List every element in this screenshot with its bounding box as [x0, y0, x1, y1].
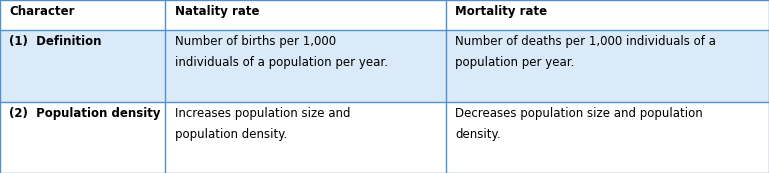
Text: Number of deaths per 1,000 individuals of a
population per year.: Number of deaths per 1,000 individuals o…: [455, 35, 716, 70]
Bar: [165, 102, 446, 173]
Bar: [0, 102, 165, 173]
Bar: [446, 102, 769, 173]
Bar: [165, 0, 446, 30]
Text: Natality rate: Natality rate: [175, 5, 259, 18]
Text: (1)  Definition: (1) Definition: [9, 35, 102, 48]
Text: Number of births per 1,000
individuals of a population per year.: Number of births per 1,000 individuals o…: [175, 35, 388, 70]
Bar: [0, 0, 165, 30]
Text: (2)  Population density: (2) Population density: [9, 107, 161, 120]
Bar: [446, 30, 769, 102]
Text: Decreases population size and population
density.: Decreases population size and population…: [455, 107, 703, 141]
Text: Mortality rate: Mortality rate: [455, 5, 548, 18]
Text: Increases population size and
population density.: Increases population size and population…: [175, 107, 350, 141]
Bar: [165, 30, 446, 102]
Bar: [0, 30, 165, 102]
Bar: [446, 0, 769, 30]
Text: Character: Character: [9, 5, 75, 18]
